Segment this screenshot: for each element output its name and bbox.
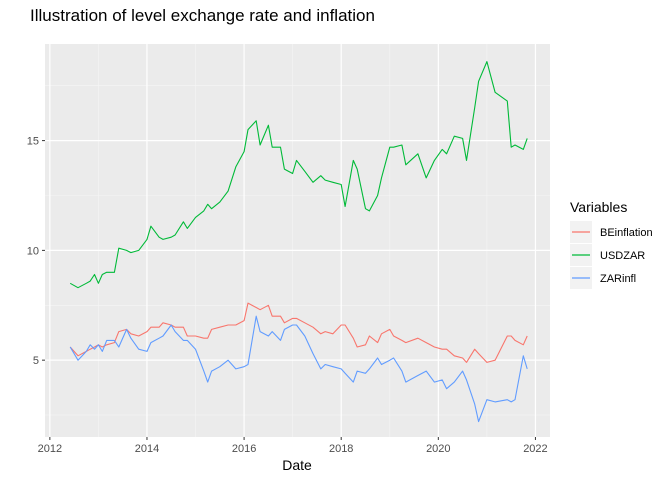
legend-label-zarinfl: ZARinfl bbox=[600, 273, 636, 285]
series-line-beinflation bbox=[69, 302, 528, 363]
series-lines bbox=[69, 61, 528, 423]
chart-title: Illustration of level exchange rate and … bbox=[30, 6, 375, 25]
grid-minor bbox=[45, 44, 550, 437]
x-tick-label: 2020 bbox=[426, 443, 450, 455]
plot-panel bbox=[45, 44, 550, 437]
x-axis-title: Date bbox=[282, 457, 312, 473]
legend-label-usdzar: USDZAR bbox=[600, 250, 645, 262]
y-axis: 5 10 15 bbox=[27, 136, 45, 367]
series-line-usdzar bbox=[69, 61, 528, 289]
y-tick-label: 5 bbox=[33, 355, 39, 367]
series-line-zarinfl bbox=[69, 315, 528, 423]
legend-label-beinflation: BEinflation bbox=[600, 227, 653, 239]
y-tick-label: 15 bbox=[27, 136, 39, 148]
legend: Variables BEinflation USDZAR ZARinfl bbox=[570, 199, 653, 289]
legend-items: BEinflation USDZAR ZARinfl bbox=[570, 221, 653, 289]
grid-major bbox=[45, 44, 550, 437]
x-tick-label: 2014 bbox=[135, 443, 159, 455]
x-tick-label: 2012 bbox=[38, 443, 62, 455]
x-axis: 2012 2014 2016 2018 2020 2022 bbox=[38, 437, 548, 455]
legend-title: Variables bbox=[570, 199, 627, 215]
x-tick-label: 2016 bbox=[232, 443, 256, 455]
x-tick-label: 2018 bbox=[329, 443, 353, 455]
x-tick-label: 2022 bbox=[523, 443, 547, 455]
y-tick-label: 10 bbox=[27, 245, 39, 257]
